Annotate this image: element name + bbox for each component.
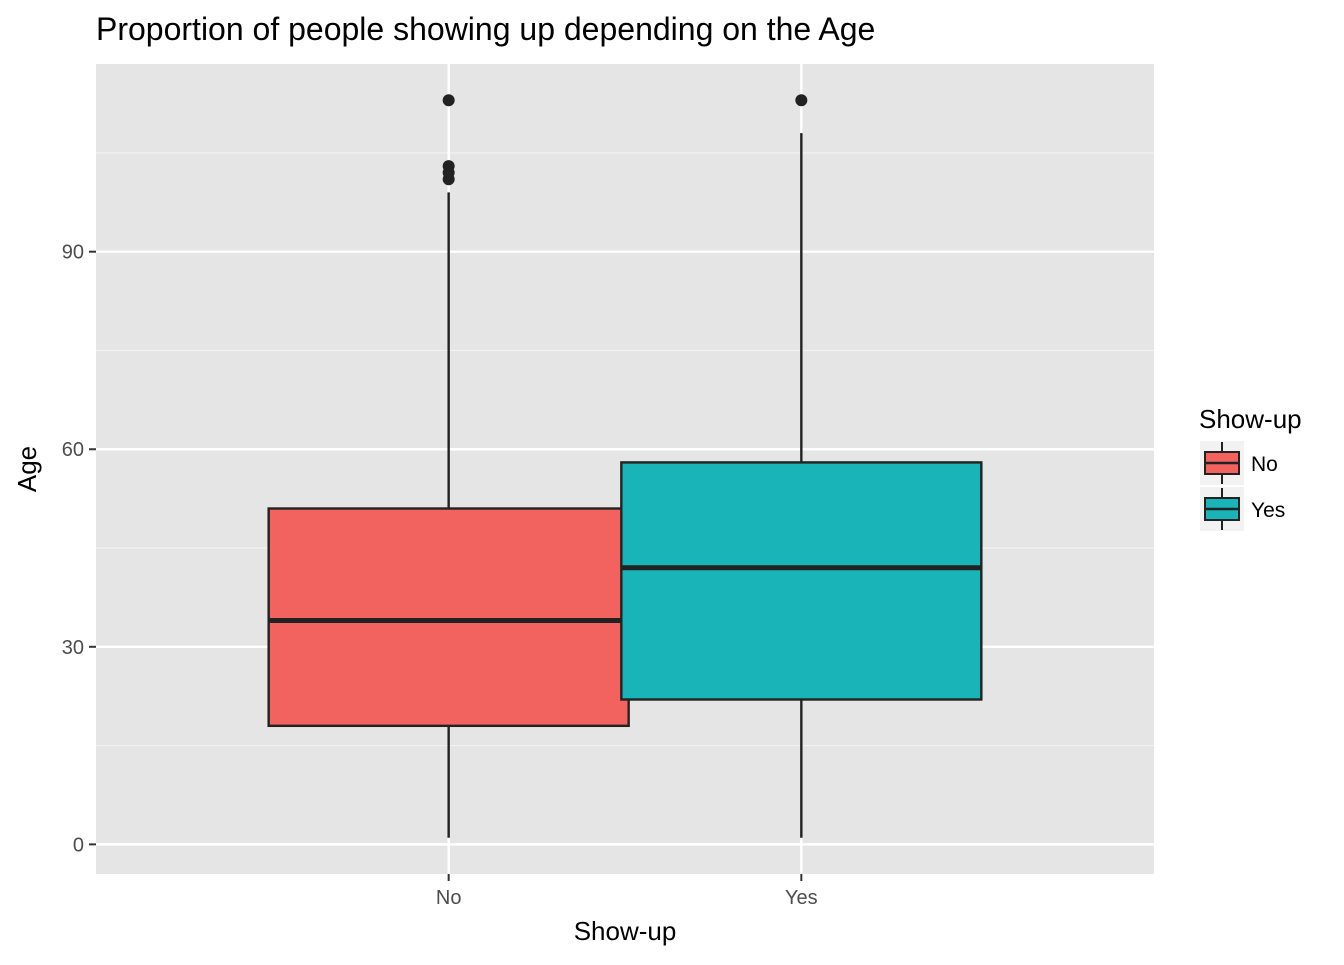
x-axis-title: Show-up <box>574 916 677 946</box>
legend-title: Show-up <box>1199 404 1302 434</box>
chart-title: Proportion of people showing up dependin… <box>96 11 875 47</box>
y-tick-label: 60 <box>62 439 84 461</box>
legend-item-label: No <box>1251 453 1278 476</box>
x-tick-label: Yes <box>785 887 818 909</box>
box-layer <box>267 94 983 838</box>
y-tick-label: 30 <box>62 637 84 659</box>
box-iqr <box>267 507 630 728</box>
legend-items: No Yes <box>1200 441 1285 531</box>
legend-item-yes: Yes <box>1200 487 1285 531</box>
outlier-point <box>795 94 808 107</box>
legend-item-no: No <box>1200 441 1278 485</box>
box-yes <box>620 94 983 838</box>
box-no <box>267 94 630 838</box>
box-iqr <box>620 461 983 701</box>
axis-layer: 0 30 60 90 No Yes <box>62 242 818 909</box>
y-tick-label: 90 <box>62 242 84 264</box>
y-tick-label: 0 <box>73 834 84 856</box>
outlier-point <box>442 160 455 173</box>
y-axis-title: Age <box>12 446 42 492</box>
legend: Show-up No Yes <box>1199 404 1302 531</box>
legend-item-label: Yes <box>1251 499 1285 522</box>
outlier-point <box>442 94 455 107</box>
x-tick-label: No <box>436 887 462 909</box>
